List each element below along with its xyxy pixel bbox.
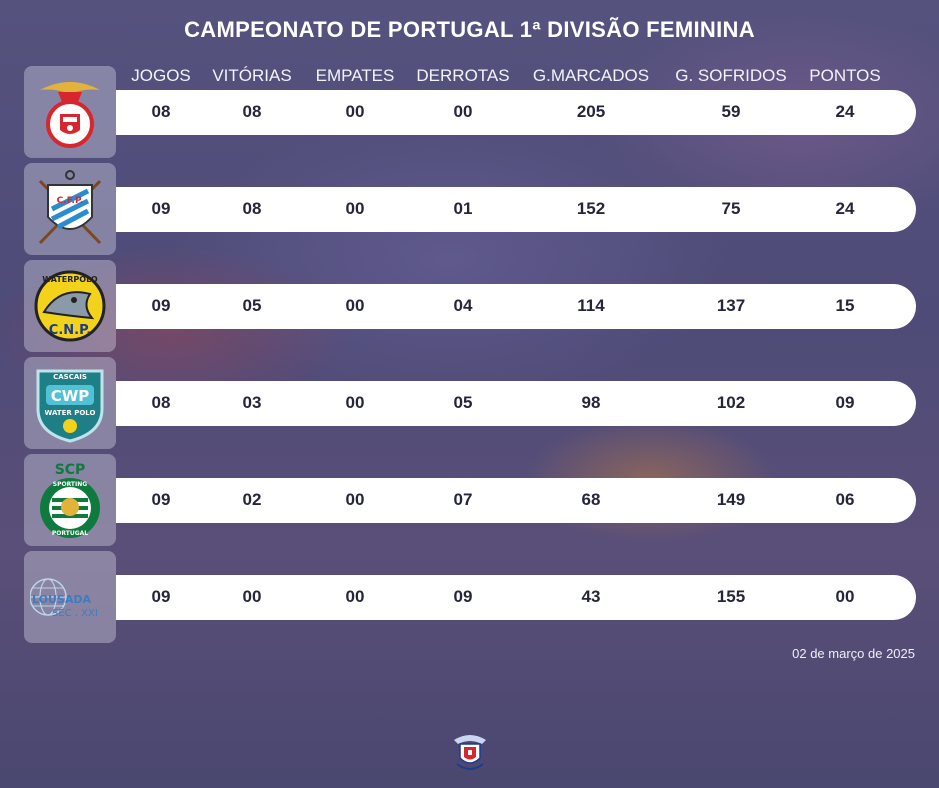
header-empates: EMPATES [315,66,395,85]
svg-text:C.F.P.: C.F.P. [57,196,84,206]
cascais-water-polo-shield-icon: CASCAIS CWP WATER POLO [36,369,104,443]
cell-golos-marcados: 68 [581,490,601,509]
team-logo-box: LOUSADA SÉC . XXI [24,551,116,643]
cell-golos-marcados: 205 [576,102,606,121]
cell-empates: 00 [345,490,365,509]
cell-jogos: 09 [151,490,171,509]
cell-golos-sofridos: 149 [716,490,746,509]
cell-golos-marcados: 98 [581,393,601,412]
svg-text:SÉC . XXI: SÉC . XXI [52,606,98,619]
svg-text:C.N.P.: C.N.P. [49,323,91,338]
cell-derrotas: 04 [453,296,473,315]
table-row: 08 08 00 00 205 59 24 [116,90,916,135]
team-logo-box: CASCAIS CWP WATER POLO [24,357,116,449]
cell-derrotas: 00 [453,102,473,121]
table-row: 09 00 00 09 43 155 00 [116,575,916,620]
column-headers: JOGOS VITÓRIAS EMPATES DERROTAS G.MARCAD… [0,66,939,90]
cell-golos-marcados: 114 [577,296,605,315]
cell-vitorias: 00 [242,587,262,606]
cell-derrotas: 01 [453,199,473,218]
header-pontos: PONTOS [809,66,881,85]
cell-jogos: 09 [151,199,171,218]
sporting-lion-crest-icon: SCP SPORTING PORTUGAL [40,462,100,538]
page-title: CAMPEONATO DE PORTUGAL 1ª DIVISÃO FEMINI… [184,17,755,42]
cell-empates: 00 [345,393,365,412]
cell-vitorias: 02 [242,490,262,509]
cfp-anchor-crest-icon: C.F.P. [38,170,102,245]
svg-text:SPORTING: SPORTING [53,481,88,488]
cell-empates: 00 [345,296,365,315]
svg-text:PORTUGAL: PORTUGAL [52,530,88,537]
cell-vitorias: 08 [242,102,262,121]
cell-golos-sofridos: 137 [716,296,746,315]
team-logo-box: C.F.P. [24,163,116,255]
svg-text:LOUSADA: LOUSADA [32,593,91,606]
cell-vitorias: 08 [242,199,262,218]
cell-jogos: 09 [151,296,171,315]
cell-empates: 00 [345,102,365,121]
svg-text:WATER POLO: WATER POLO [45,409,96,417]
svg-text:WATERPOLO: WATERPOLO [42,275,98,284]
header-jogos: JOGOS [131,66,191,85]
team-logo-box: WATERPOLO C.N.P. [24,260,116,352]
cell-jogos: 08 [151,393,171,412]
table-row: 09 08 00 01 152 75 24 [116,187,916,232]
cell-golos-sofridos: 75 [721,199,741,218]
cell-pontos: 15 [835,296,855,315]
cell-pontos: 24 [835,102,855,121]
team-logo-box [24,66,116,158]
table-row: 08 03 00 05 98 102 09 [116,381,916,426]
cnp-waterpolo-shark-icon: WATERPOLO C.N.P. [34,270,106,342]
federation-crest-icon [451,730,489,779]
team-logo-box: SCP SPORTING PORTUGAL [24,454,116,546]
cell-pontos: 09 [835,393,855,412]
cell-pontos: 00 [835,587,855,606]
cell-derrotas: 09 [453,587,473,606]
table-row: 09 05 00 04 114 137 15 [116,284,916,329]
header-golos-marcados: G.MARCADOS [532,66,650,85]
cell-vitorias: 03 [242,393,262,412]
cell-golos-marcados: 152 [576,199,606,218]
header-golos-sofridos: G. SOFRIDOS [675,66,787,85]
table-row: 09 02 00 07 68 149 06 [116,478,916,523]
cell-golos-sofridos: 155 [716,587,746,606]
cell-derrotas: 05 [453,393,473,412]
cell-pontos: 06 [835,490,855,509]
cell-golos-sofridos: 59 [721,102,741,121]
cell-empates: 00 [345,587,365,606]
svg-text:CWP: CWP [51,387,90,405]
header-derrotas: DERROTAS [416,66,510,85]
cell-empates: 00 [345,199,365,218]
cell-derrotas: 07 [453,490,473,509]
cell-vitorias: 05 [242,296,262,315]
lousada-globe-icon: LOUSADA SÉC . XXI [30,578,98,619]
update-date: 02 de março de 2025 [792,646,915,661]
cell-pontos: 24 [835,199,855,218]
svg-text:SCP: SCP [55,462,86,478]
header-vitorias: VITÓRIAS [212,66,292,85]
benfica-crest-icon [40,82,100,148]
cell-golos-sofridos: 102 [716,393,746,412]
cell-jogos: 09 [151,587,171,606]
cell-jogos: 08 [151,102,171,121]
svg-text:CASCAIS: CASCAIS [53,373,87,381]
cell-golos-marcados: 43 [581,587,601,606]
